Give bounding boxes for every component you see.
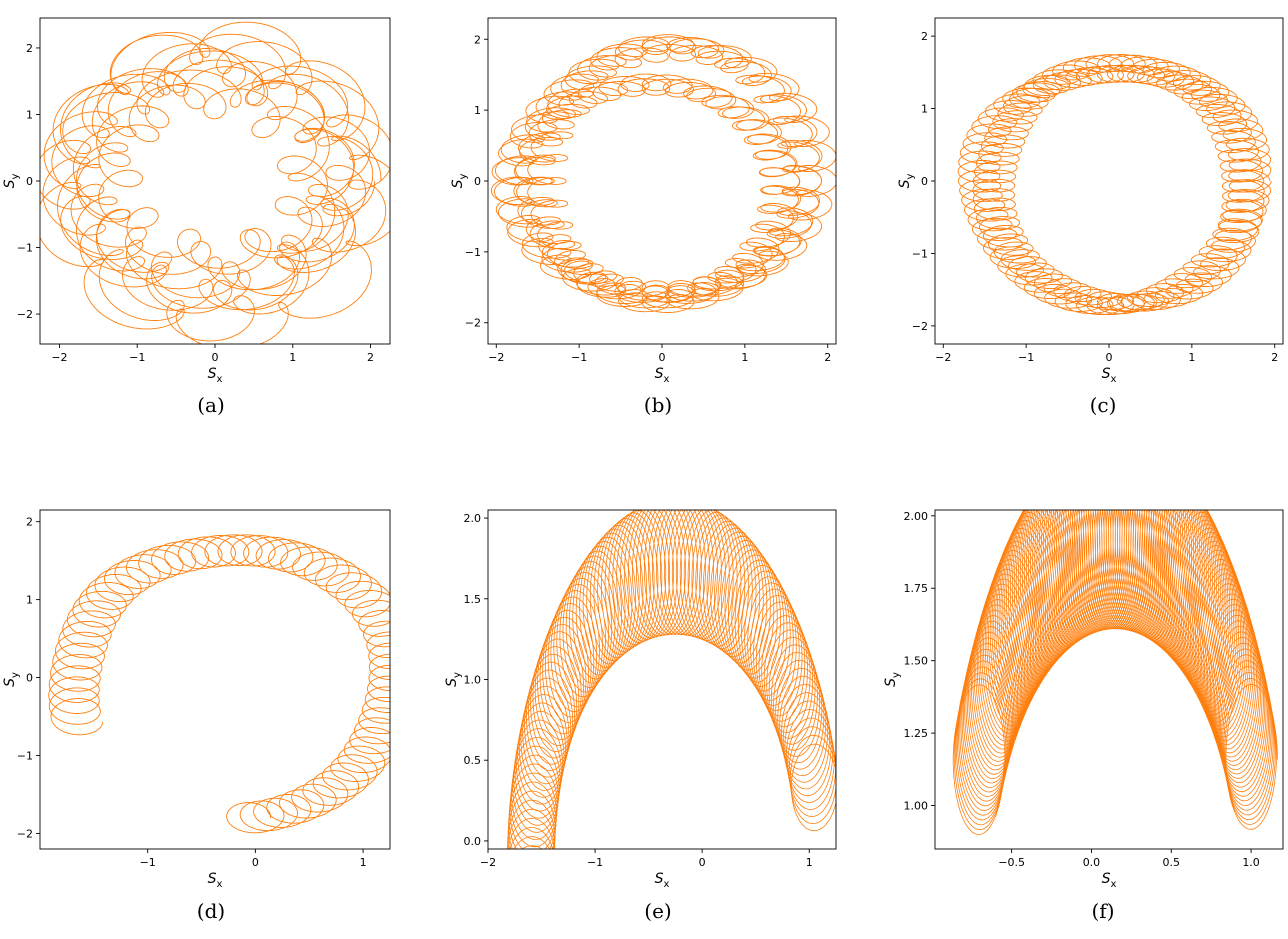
y-axis-label: Sy — [2, 174, 21, 189]
x-tick-label: 1 — [360, 856, 367, 869]
y-tick-label: 2 — [474, 33, 481, 46]
x-tick-label: 2 — [1271, 351, 1278, 364]
x-tick-label: 0 — [699, 856, 706, 869]
x-axis-label: Sx — [655, 366, 670, 385]
y-tick-label: 1.00 — [904, 800, 929, 813]
axes-frame — [39, 509, 391, 850]
y-tick-label: 2 — [921, 30, 928, 43]
y-tick-label: 1 — [26, 594, 33, 607]
y-tick-label: −2 — [17, 308, 33, 321]
x-tick-label: 1.0 — [1242, 856, 1260, 869]
x-tick-label: 2 — [824, 351, 831, 364]
y-axis-label: Sy — [444, 672, 463, 687]
x-tick-label: 0 — [212, 351, 219, 364]
x-tick-label: 0.0 — [1083, 856, 1101, 869]
y-tick-label: 0 — [921, 175, 928, 188]
y-tick-label: 1 — [26, 108, 33, 121]
y-tick-label: −2 — [17, 827, 33, 840]
y-axis-label: Sy — [2, 672, 21, 687]
panel-f: −0.5 0.0 0.5 1.0 1.00 1.25 1.50 1.75 2.00 Sx Sy (f) — [883, 509, 1284, 923]
trajectory-series — [957, 54, 1272, 316]
x-tick-label: 1 — [1188, 351, 1195, 364]
y-tick-label: 0 — [26, 175, 33, 188]
trajectory-series — [507, 510, 836, 849]
y-tick-label: 0.0 — [464, 835, 482, 848]
y-tick-label: 0.5 — [464, 754, 482, 767]
y-tick-label: 1.25 — [904, 727, 929, 740]
axes-frame — [487, 17, 837, 345]
x-tick-label: −1 — [571, 351, 587, 364]
panel-e: −2 −1 0 1 0.0 0.5 1.0 1.5 2.0 Sx Sy (e) — [444, 509, 837, 923]
y-tick-label: −1 — [912, 247, 928, 260]
panel-b: −2 −1 0 1 2 −2 −1 0 1 2 Sx Sy (b) — [450, 17, 837, 417]
trajectory-series — [40, 21, 390, 344]
x-tick-label: 0.5 — [1163, 856, 1181, 869]
trajectory-series — [48, 534, 390, 834]
panel-caption: (f) — [1091, 899, 1114, 923]
y-tick-label: 0 — [26, 672, 33, 685]
x-tick-label: 2 — [367, 351, 374, 364]
x-axis-label: Sx — [655, 871, 670, 890]
y-tick-label: 2.0 — [464, 512, 482, 525]
y-tick-label: 1.50 — [904, 655, 929, 668]
y-tick-label: 1 — [474, 104, 481, 117]
y-tick-label: −1 — [17, 749, 33, 762]
x-tick-label: −1 — [129, 351, 145, 364]
x-tick-label: −0.5 — [998, 856, 1025, 869]
y-tick-label: −1 — [17, 242, 33, 255]
x-tick-label: −1 — [1018, 351, 1034, 364]
x-axis-label: Sx — [1102, 871, 1117, 890]
x-tick-label: 0 — [659, 351, 666, 364]
x-tick-label: −2 — [935, 351, 951, 364]
y-axis-label: Sy — [450, 174, 469, 189]
y-tick-label: 1.75 — [904, 582, 929, 595]
x-tick-label: −1 — [140, 856, 156, 869]
y-tick-label: 2 — [26, 516, 33, 529]
y-axis-label: Sy — [897, 174, 916, 189]
panel-c: −2 −1 0 1 2 −2 −1 0 1 2 Sx Sy (c) — [897, 17, 1284, 417]
x-axis-label: Sx — [1102, 366, 1117, 385]
x-axis-label: Sx — [208, 366, 223, 385]
x-tick-label: 1 — [741, 351, 748, 364]
x-tick-label: 0 — [252, 856, 259, 869]
y-tick-label: −1 — [465, 246, 481, 259]
y-tick-label: 0 — [474, 175, 481, 188]
y-tick-label: −2 — [912, 320, 928, 333]
panel-a: −2 −1 0 1 2 −2 −1 0 1 2 Sx Sy (a) — [2, 17, 391, 417]
x-tick-label: 1 — [289, 351, 296, 364]
y-tick-label: −2 — [465, 317, 481, 330]
x-tick-label: −1 — [587, 856, 603, 869]
x-tick-label: −2 — [480, 856, 496, 869]
y-axis-label: Sy — [883, 672, 902, 687]
x-tick-label: 0 — [1106, 351, 1113, 364]
y-tick-label: 1.5 — [464, 593, 482, 606]
panel-caption: (d) — [197, 899, 225, 923]
y-tick-label: 1 — [921, 103, 928, 116]
y-tick-label: 1.0 — [464, 674, 482, 687]
x-tick-label: 1 — [806, 856, 813, 869]
trajectory-series — [952, 510, 1278, 835]
panel-caption: (b) — [644, 393, 672, 417]
panel-caption: (c) — [1090, 393, 1117, 417]
y-tick-label: 2.00 — [904, 510, 929, 523]
axes-frame — [934, 509, 1284, 850]
x-tick-label: −2 — [488, 351, 504, 364]
trajectory-series — [490, 34, 836, 313]
panel-d: −1 0 1 −2 −1 0 1 2 Sx Sy (d) — [2, 509, 391, 923]
panel-caption: (e) — [644, 899, 671, 923]
x-axis-label: Sx — [208, 871, 223, 890]
y-tick-label: 2 — [26, 42, 33, 55]
panel-caption: (a) — [197, 393, 225, 417]
x-tick-label: −2 — [51, 351, 67, 364]
